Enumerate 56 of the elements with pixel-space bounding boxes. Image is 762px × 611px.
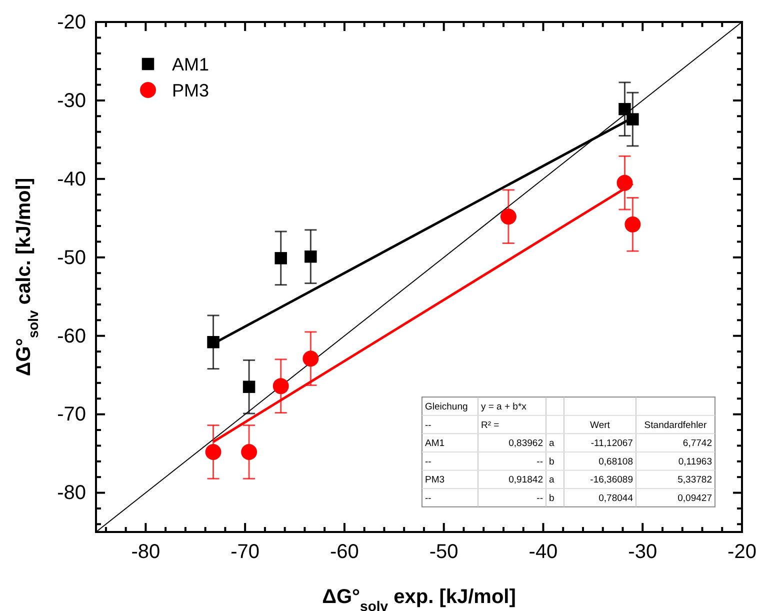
annotation: 6,7742: [682, 438, 712, 450]
x-tick-label: -20: [728, 541, 756, 564]
annotation: a: [548, 438, 555, 450]
annotation: b: [548, 493, 554, 504]
annotation: 0,11963: [678, 456, 712, 468]
y-tick-label: -60: [57, 325, 86, 348]
y-tick-label: -40: [57, 168, 86, 190]
annotation: b: [548, 456, 554, 468]
annotation: Standardfehler: [644, 420, 707, 431]
y-tick-label: -70: [57, 404, 86, 426]
y-tick-label: -80: [57, 482, 86, 504]
point: [624, 216, 641, 232]
annotation: Wert: [590, 420, 610, 431]
y-tick-label: -50: [57, 246, 86, 269]
point: [616, 174, 633, 191]
annotation: --: [424, 493, 432, 504]
annotation: PM3: [424, 474, 445, 486]
annotation: 0,83962: [508, 438, 543, 450]
annotation: -11,12067: [590, 438, 633, 450]
point: [618, 102, 631, 116]
annotation: 0,91842: [508, 474, 543, 486]
point: [207, 336, 220, 348]
annotation: --: [424, 456, 432, 468]
x-tick-label: -70: [230, 541, 260, 564]
annotation: --: [536, 493, 543, 504]
point: [272, 378, 289, 394]
point: [241, 444, 258, 460]
legend-label: AM1: [172, 54, 210, 74]
point: [302, 350, 319, 367]
x-axis-title: ΔG°$_{solv}$ exp. [kJ/mol]: [322, 586, 516, 611]
x-tick-label: -80: [131, 541, 160, 564]
y-tick-label: -30: [57, 90, 86, 112]
annotation: -16,36089: [590, 474, 633, 486]
annotation: R² =: [480, 420, 500, 431]
annotation: AM1: [424, 438, 445, 450]
x-tick-label: -30: [628, 541, 658, 564]
point: [304, 250, 317, 263]
point: [626, 113, 639, 126]
annotation: --: [424, 420, 432, 431]
annotation: a: [548, 474, 555, 486]
annotation: 0,09427: [678, 493, 712, 504]
point: [500, 208, 516, 225]
annotation: --: [536, 456, 543, 468]
annotation: y = a + b*x: [480, 402, 527, 413]
x-tick-label: -40: [528, 541, 558, 564]
point: [274, 252, 287, 264]
x-tick-label: -60: [330, 541, 359, 564]
annotation: 0,78044: [598, 493, 633, 504]
annotation: 5,33782: [678, 474, 712, 486]
point: [205, 444, 222, 460]
legend-label: PM3: [172, 80, 210, 100]
point: [242, 380, 256, 393]
y-tick-label: -20: [57, 11, 86, 34]
x-tick-label: -50: [429, 541, 458, 564]
annotation: 0,68108: [598, 456, 633, 468]
annotation: Gleichung: [424, 402, 468, 413]
